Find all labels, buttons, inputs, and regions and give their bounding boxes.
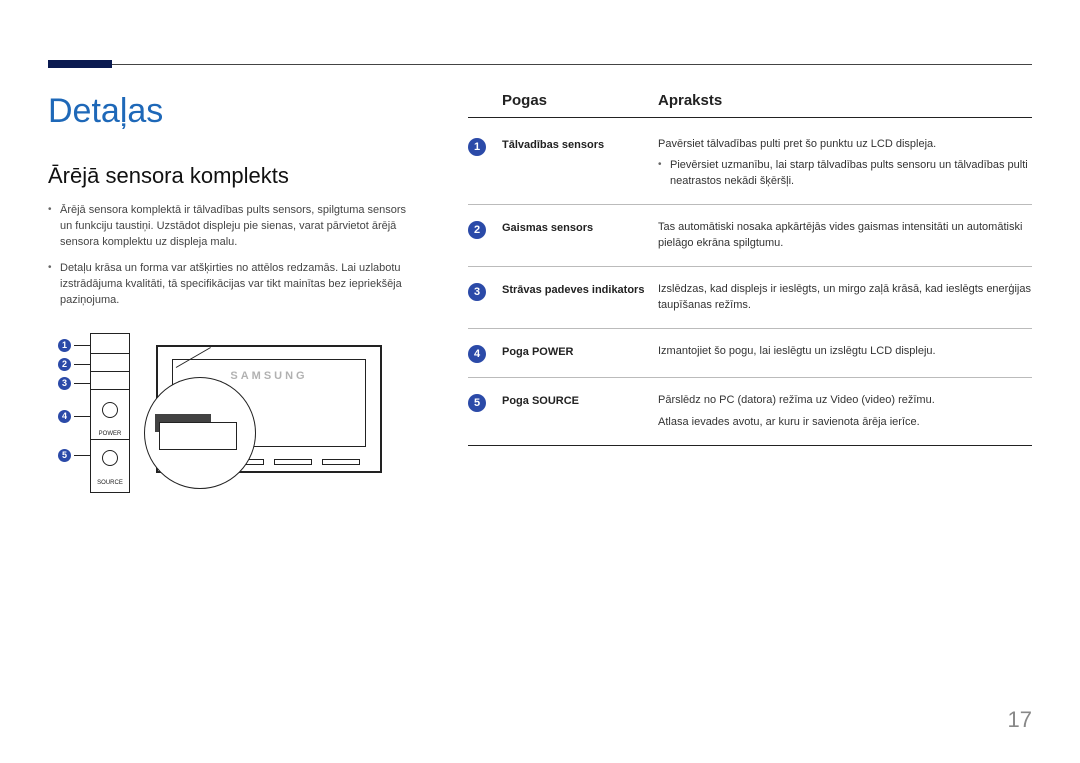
right-column: Pogas Apraksts 1 Tālvadības sensors Pavē… — [468, 92, 1032, 446]
intro-bullet: Ārējā sensora komplektā ir tālvadības pu… — [48, 203, 418, 251]
row-desc: Pārslēdz no PC (datora) režīma uz Video … — [658, 392, 1032, 431]
zoom-detail-circle — [144, 377, 256, 489]
row-badge-cell: 1 — [468, 136, 502, 156]
sensor-section — [91, 334, 129, 354]
top-rule — [48, 64, 1032, 65]
row-label: Tālvadības sensors — [502, 136, 658, 153]
row-desc-extra: Atlasa ievades avotu, ar kuru ir savieno… — [658, 414, 1032, 431]
table-row: 5 Poga SOURCE Pārslēdz no PC (datora) re… — [468, 378, 1032, 446]
callout-badge: 2 — [58, 358, 71, 371]
power-label: POWER — [91, 431, 129, 437]
content-area: Detaļas Ārējā sensora komplekts Ārējā se… — [48, 92, 1032, 723]
table-header-col2: Apraksts — [658, 92, 1032, 109]
callout-badge: 3 — [58, 377, 71, 390]
row-badge: 5 — [468, 394, 486, 412]
section-subtitle: Ārējā sensora komplekts — [48, 163, 418, 189]
row-desc-text: Pavērsiet tālvadības pulti pret šo punkt… — [658, 136, 1032, 153]
sensor-section — [91, 354, 129, 372]
row-label: Poga POWER — [502, 343, 658, 360]
row-label: Gaismas sensors — [502, 219, 658, 236]
top-rule-accent — [48, 60, 112, 68]
row-badge-cell: 4 — [468, 343, 502, 363]
row-desc: Izmantojiet šo pogu, lai ieslēgtu un izs… — [658, 343, 1032, 360]
callout-2: 2 — [58, 358, 92, 371]
table-header: Pogas Apraksts — [468, 92, 1032, 118]
table-row: 3 Strāvas padeves indikators Izslēdzas, … — [468, 267, 1032, 329]
sensor-module-outline: POWER SOURCE — [90, 333, 130, 493]
callout-badge: 1 — [58, 339, 71, 352]
row-badge: 3 — [468, 283, 486, 301]
diagram-callouts: 1 2 3 4 5 — [58, 339, 92, 462]
row-desc: Tas automātiski nosaka apkārtējās vides … — [658, 219, 1032, 252]
callout-badge: 4 — [58, 410, 71, 423]
callout-1: 1 — [58, 339, 92, 352]
intro-bullet: Detaļu krāsa un forma var atšķirties no … — [48, 261, 418, 309]
row-desc: Izslēdzas, kad displejs ir ieslēgts, un … — [658, 281, 1032, 314]
intro-bullets: Ārējā sensora komplektā ir tālvadības pu… — [48, 203, 418, 309]
row-desc: Pavērsiet tālvadības pulti pret šo punkt… — [658, 136, 1032, 190]
page: Detaļas Ārējā sensora komplekts Ārējā se… — [0, 0, 1080, 763]
table-header-col1: Pogas — [468, 92, 658, 109]
row-badge: 2 — [468, 221, 486, 239]
sensor-section: POWER — [91, 390, 129, 440]
row-badge-cell: 3 — [468, 281, 502, 301]
left-column: Detaļas Ārējā sensora komplekts Ārējā se… — [48, 92, 418, 503]
row-desc-text: Pārslēdz no PC (datora) režīma uz Video … — [658, 392, 1032, 409]
callout-5: 5 — [58, 449, 92, 462]
row-badge-cell: 2 — [468, 219, 502, 239]
sensor-section — [91, 372, 129, 390]
zoom-bracket — [159, 422, 237, 450]
page-number: 17 — [1008, 707, 1032, 733]
callout-3: 3 — [58, 377, 92, 390]
sensor-diagram: 1 2 3 4 5 POWER SOURCE — [48, 333, 388, 503]
row-desc-bullet: Pievērsiet uzmanību, lai starp tālvadība… — [658, 157, 1032, 190]
sensor-section: SOURCE — [91, 440, 129, 492]
callout-4: 4 — [58, 410, 92, 423]
row-badge: 1 — [468, 138, 486, 156]
table-row: 1 Tālvadības sensors Pavērsiet tālvadība… — [468, 122, 1032, 205]
row-label: Strāvas padeves indikators — [502, 281, 658, 298]
row-badge-cell: 5 — [468, 392, 502, 412]
buttons-table: Pogas Apraksts 1 Tālvadības sensors Pavē… — [468, 92, 1032, 446]
page-title: Detaļas — [48, 92, 418, 131]
table-row: 2 Gaismas sensors Tas automātiski nosaka… — [468, 205, 1032, 267]
source-label: SOURCE — [91, 480, 129, 486]
table-row: 4 Poga POWER Izmantojiet šo pogu, lai ie… — [468, 329, 1032, 378]
callout-badge: 5 — [58, 449, 71, 462]
row-label: Poga SOURCE — [502, 392, 658, 409]
row-badge: 4 — [468, 345, 486, 363]
